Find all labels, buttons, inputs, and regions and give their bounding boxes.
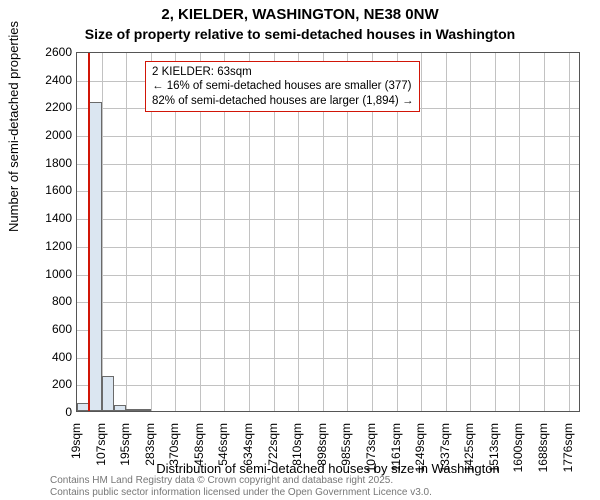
y-tick-label: 1600 xyxy=(40,183,72,197)
grid-line-h xyxy=(77,358,579,359)
reference-line xyxy=(88,53,90,411)
x-tick-label: 1073sqm xyxy=(364,423,378,483)
footer-line-2: Contains public sector information licen… xyxy=(50,487,432,499)
x-tick-label: 195sqm xyxy=(118,423,132,483)
grid-line-v xyxy=(102,53,103,411)
y-tick-label: 600 xyxy=(40,322,72,336)
y-tick-label: 2600 xyxy=(40,45,72,59)
x-tick-label: 458sqm xyxy=(192,423,206,483)
histogram-bar xyxy=(89,102,101,411)
grid-line-h xyxy=(77,247,579,248)
grid-line-v xyxy=(421,53,422,411)
x-tick-label: 1161sqm xyxy=(389,423,403,483)
x-tick-label: 546sqm xyxy=(216,423,230,483)
y-tick-label: 2200 xyxy=(40,100,72,114)
grid-line-h xyxy=(77,136,579,137)
histogram-bar xyxy=(126,409,138,411)
histogram-bar xyxy=(114,405,126,411)
histogram-bar xyxy=(139,409,151,411)
x-tick-label: 1513sqm xyxy=(487,423,501,483)
grid-line-v xyxy=(126,53,127,411)
x-tick-label: 370sqm xyxy=(167,423,181,483)
annotation-line: 82% of semi-detached houses are larger (… xyxy=(152,94,413,108)
plot-area: 2 KIELDER: 63sqm← 16% of semi-detached h… xyxy=(76,52,580,412)
grid-line-v xyxy=(519,53,520,411)
x-tick-label: 810sqm xyxy=(290,423,304,483)
annotation-line: 2 KIELDER: 63sqm xyxy=(152,65,413,79)
chart-title: 2, KIELDER, WASHINGTON, NE38 0NW xyxy=(0,6,600,23)
x-tick-label: 1776sqm xyxy=(561,423,575,483)
x-tick-label: 1688sqm xyxy=(536,423,550,483)
histogram-bar xyxy=(102,376,114,411)
y-tick-label: 400 xyxy=(40,350,72,364)
y-tick-label: 1800 xyxy=(40,156,72,170)
x-tick-label: 1249sqm xyxy=(413,423,427,483)
annotation-box: 2 KIELDER: 63sqm← 16% of semi-detached h… xyxy=(145,61,420,112)
grid-line-v xyxy=(470,53,471,411)
grid-line-h xyxy=(77,191,579,192)
grid-line-v xyxy=(446,53,447,411)
grid-line-h xyxy=(77,330,579,331)
x-tick-label: 985sqm xyxy=(339,423,353,483)
annotation-line: ← 16% of semi-detached houses are smalle… xyxy=(152,79,413,93)
x-tick-label: 634sqm xyxy=(241,423,255,483)
x-tick-label: 898sqm xyxy=(315,423,329,483)
y-tick-label: 1000 xyxy=(40,267,72,281)
grid-line-h xyxy=(77,219,579,220)
chart-container: 2, KIELDER, WASHINGTON, NE38 0NW Size of… xyxy=(0,0,600,500)
y-tick-label: 1400 xyxy=(40,211,72,225)
grid-line-h xyxy=(77,275,579,276)
x-tick-label: 283sqm xyxy=(143,423,157,483)
grid-line-v xyxy=(544,53,545,411)
x-tick-label: 1600sqm xyxy=(511,423,525,483)
grid-line-h xyxy=(77,385,579,386)
y-tick-label: 1200 xyxy=(40,239,72,253)
grid-line-h xyxy=(77,302,579,303)
y-tick-label: 2400 xyxy=(40,73,72,87)
grid-line-h xyxy=(77,164,579,165)
y-tick-label: 2000 xyxy=(40,128,72,142)
chart-subtitle: Size of property relative to semi-detach… xyxy=(0,26,600,42)
x-tick-label: 722sqm xyxy=(266,423,280,483)
y-axis-label: Number of semi-detached properties xyxy=(6,21,21,232)
x-tick-label: 19sqm xyxy=(69,423,83,483)
x-tick-label: 107sqm xyxy=(94,423,108,483)
grid-line-v xyxy=(495,53,496,411)
grid-line-v xyxy=(569,53,570,411)
x-tick-label: 1425sqm xyxy=(462,423,476,483)
y-tick-label: 200 xyxy=(40,377,72,391)
x-tick-label: 1337sqm xyxy=(438,423,452,483)
y-tick-label: 800 xyxy=(40,294,72,308)
y-tick-label: 0 xyxy=(40,405,72,419)
